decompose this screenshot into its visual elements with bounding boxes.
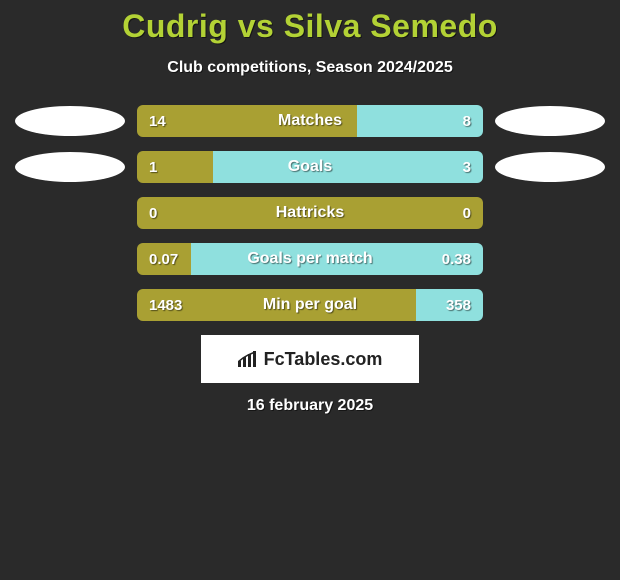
stat-metric-label: Hattricks <box>137 197 483 229</box>
stat-row: 1483Min per goal358 <box>0 289 620 321</box>
stat-metric-label: Matches <box>137 105 483 137</box>
stat-bar: 0Hattricks0 <box>137 197 483 229</box>
stat-metric-label: Min per goal <box>137 289 483 321</box>
oval-spacer <box>495 290 605 320</box>
page-title: Cudrig vs Silva Semedo <box>0 8 620 45</box>
comparison-widget: Cudrig vs Silva Semedo Club competitions… <box>0 0 620 415</box>
brand-chart-icon <box>238 351 258 367</box>
stat-right-value: 8 <box>463 105 471 137</box>
player-right-oval <box>495 106 605 136</box>
stat-right-value: 0 <box>463 197 471 229</box>
stat-bar: 1483Min per goal358 <box>137 289 483 321</box>
stat-metric-label: Goals per match <box>137 243 483 275</box>
oval-spacer <box>495 198 605 228</box>
player-left-oval <box>15 152 125 182</box>
oval-spacer <box>15 290 125 320</box>
stat-row: 0.07Goals per match0.38 <box>0 243 620 275</box>
brand-box[interactable]: FcTables.com <box>201 335 419 383</box>
subtitle: Club competitions, Season 2024/2025 <box>0 59 620 77</box>
oval-spacer <box>15 198 125 228</box>
oval-spacer <box>15 244 125 274</box>
stat-rows: 14Matches8 1Goals3 0Hattricks0 0.07Goals pe… <box>0 105 620 321</box>
stat-bar: 0.07Goals per match0.38 <box>137 243 483 275</box>
stat-metric-label: Goals <box>137 151 483 183</box>
stat-right-value: 3 <box>463 151 471 183</box>
stat-right-value: 0.38 <box>442 243 471 275</box>
stat-bar: 14Matches8 <box>137 105 483 137</box>
brand-name: FcTables.com <box>264 349 383 370</box>
stat-row: 0Hattricks0 <box>0 197 620 229</box>
stat-row: 1Goals3 <box>0 151 620 183</box>
date-label: 16 february 2025 <box>0 397 620 415</box>
player-left-oval <box>15 106 125 136</box>
stat-bar: 1Goals3 <box>137 151 483 183</box>
oval-spacer <box>495 244 605 274</box>
stat-right-value: 358 <box>446 289 471 321</box>
player-right-oval <box>495 152 605 182</box>
stat-row: 14Matches8 <box>0 105 620 137</box>
